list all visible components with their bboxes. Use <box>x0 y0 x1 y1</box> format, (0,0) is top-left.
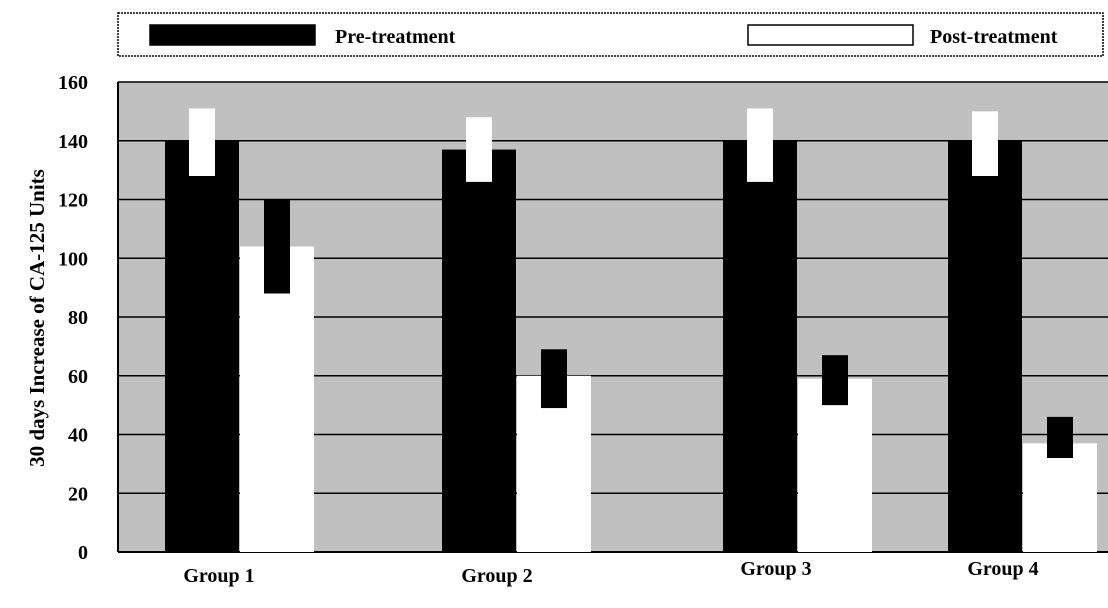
error-bar-post-1 <box>264 199 290 294</box>
legend-swatch-pre-treatment <box>149 24 316 46</box>
error-bar-pre-1 <box>189 108 215 176</box>
bar-post-4 <box>1023 443 1097 552</box>
category-label: Group 3 <box>740 558 811 580</box>
y-tick-label: 80 <box>68 307 88 329</box>
legend-swatch-post-treatment <box>747 24 914 46</box>
error-bar-post-2 <box>541 349 567 409</box>
category-label: Group 4 <box>967 558 1038 580</box>
category-labels: Group 1 Group 2 Group 3 Group 4 <box>183 558 1038 587</box>
y-tick-labels: 0 20 40 60 80 100 120 140 160 <box>58 72 88 564</box>
error-bar-post-3 <box>822 355 848 406</box>
y-tick-label: 0 <box>78 542 88 564</box>
y-tick-label: 20 <box>68 483 88 505</box>
bar-pre-2 <box>442 149 516 552</box>
y-tick-label: 100 <box>58 248 88 270</box>
bar-pre-1 <box>165 140 239 552</box>
legend-label-pre-treatment: Pre-treatment <box>335 26 456 48</box>
legend: Pre-treatment Post-treatment <box>117 12 1104 57</box>
bar-post-1 <box>240 246 314 552</box>
error-bar-pre-2 <box>466 117 492 182</box>
y-tick-label: 160 <box>58 72 88 94</box>
bar-pre-4 <box>948 140 1022 552</box>
error-bar-pre-3 <box>747 108 773 182</box>
y-tick-label: 140 <box>58 131 88 153</box>
legend-label-post-treatment: Post-treatment <box>930 26 1058 48</box>
error-bar-post-4 <box>1047 416 1073 458</box>
category-label: Group 1 <box>183 565 254 587</box>
bar-pre-3 <box>723 140 797 552</box>
y-tick-label: 60 <box>68 366 88 388</box>
y-tick-label: 40 <box>68 425 88 447</box>
bars <box>165 108 1097 552</box>
error-bar-pre-4 <box>972 111 998 176</box>
y-tick-label: 120 <box>58 190 88 212</box>
y-axis-label: 30 days Increase of CA-125 Units <box>25 169 49 467</box>
category-label: Group 2 <box>461 565 532 587</box>
bar-post-3 <box>798 378 872 552</box>
